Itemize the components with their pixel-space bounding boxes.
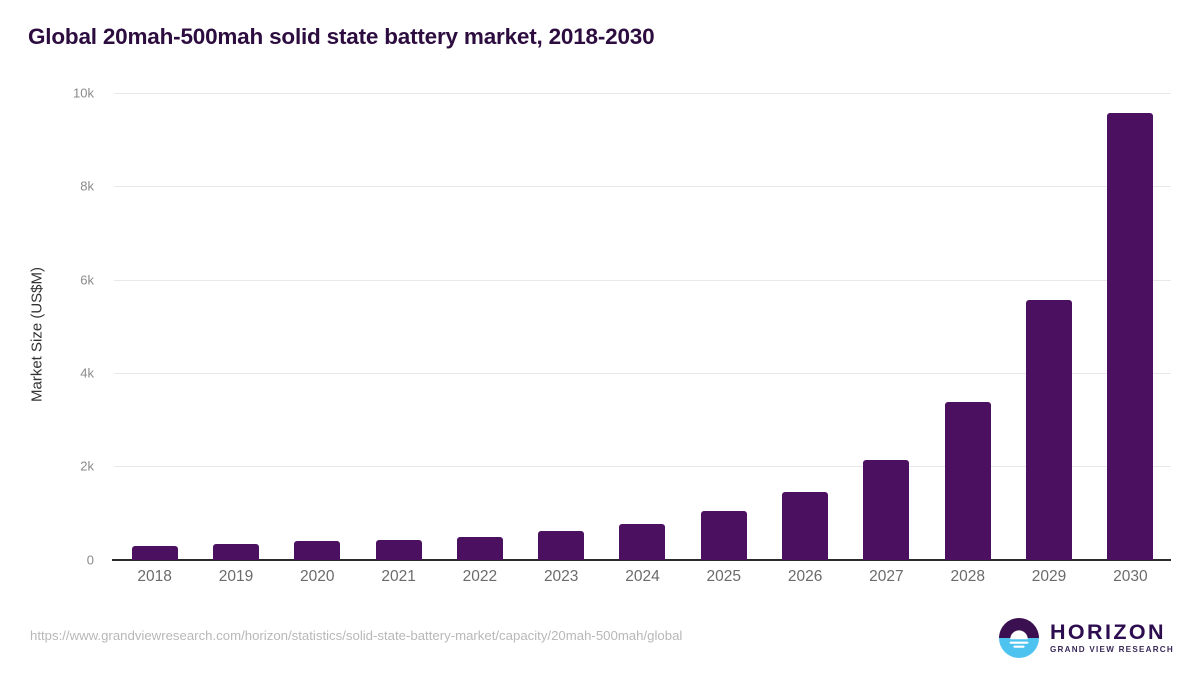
bar-slot: [114, 93, 195, 560]
bar-slot: [1090, 93, 1171, 560]
bar-slot: [602, 93, 683, 560]
bar-slot: [439, 93, 520, 560]
x-axis-tick-label: 2024: [625, 568, 660, 585]
bar-slot: [764, 93, 845, 560]
bar-slot: [846, 93, 927, 560]
x-axis-tick-label: 2025: [706, 568, 742, 585]
page-title: Global 20mah-500mah solid state battery …: [28, 24, 655, 49]
bar-2024[interactable]: [619, 524, 666, 560]
x-axis-tick-label: 2018: [137, 568, 172, 585]
y-axis-tick-label: 4k: [80, 365, 94, 381]
bar-slot: [683, 93, 764, 560]
gridline: [114, 93, 1171, 94]
gridline: [114, 466, 1171, 468]
bar-2018[interactable]: [131, 546, 178, 560]
gridline: [114, 186, 1171, 188]
x-axis-tick-label: 2021: [381, 568, 416, 585]
bar-2025[interactable]: [700, 511, 747, 560]
y-axis-tick-label: 8k: [80, 178, 94, 194]
x-axis-tick-label: 2023: [543, 568, 579, 585]
y-axis-tick-label: 0: [86, 552, 94, 567]
x-axis-tick-label: 2022: [462, 568, 498, 585]
bar-slot: [358, 93, 439, 560]
source-url[interactable]: https://www.grandviewresearch.com/horizo…: [30, 628, 683, 643]
bar-2021[interactable]: [375, 539, 422, 560]
y-axis-tick-label: 10k: [73, 85, 94, 101]
x-axis-line: [112, 558, 1171, 561]
logo-tagline: GRAND VIEW RESEARCH: [1049, 644, 1174, 654]
gridline: [114, 279, 1171, 281]
bar-2028[interactable]: [944, 402, 991, 560]
y-axis-tick-labels: 0 2k 4k 6k 8k 10k: [0, 0, 104, 675]
x-axis-tick-label: 2029: [1031, 568, 1067, 585]
plot-area: [112, 93, 1171, 561]
bar-2019[interactable]: [212, 543, 259, 560]
bar-series: [114, 93, 1171, 560]
y-axis-tick-label: 6k: [80, 272, 94, 288]
x-axis-tick-label: 2026: [787, 568, 823, 585]
bar-2029[interactable]: [1026, 300, 1073, 560]
bar-2020[interactable]: [294, 540, 341, 560]
horizon-logo-text: HORIZON GRAND VIEW RESEARCH: [1050, 621, 1174, 654]
bar-slot: [195, 93, 276, 560]
x-axis-tick-label: 2019: [218, 568, 254, 585]
bar-2030[interactable]: [1107, 112, 1154, 560]
x-axis-tick-labels: 2018 2019 2020 2021 2022 2023 2024 2025 2026 2027…: [114, 568, 1171, 598]
logo-wordmark: HORIZON: [1049, 620, 1166, 645]
bar-2027[interactable]: [863, 460, 910, 560]
x-axis-tick-label: 2027: [869, 568, 904, 585]
horizon-logo[interactable]: HORIZON GRAND VIEW RESEARCH: [997, 615, 1174, 661]
x-axis-tick-label: 2020: [300, 568, 335, 585]
bar-2026[interactable]: [782, 492, 829, 560]
horizon-mark-icon: [997, 616, 1041, 660]
x-axis-tick-label: 2030: [1113, 568, 1148, 585]
bar-slot: [521, 93, 602, 560]
bar-slot: [927, 93, 1008, 560]
bar-2023[interactable]: [538, 531, 585, 560]
y-axis-tick-label: 2k: [80, 458, 94, 474]
bar-slot: [1008, 93, 1089, 560]
bar-slot: [277, 93, 358, 560]
bar-2022[interactable]: [456, 537, 503, 560]
gridline: [114, 372, 1171, 374]
x-axis-tick-label: 2028: [950, 568, 985, 585]
